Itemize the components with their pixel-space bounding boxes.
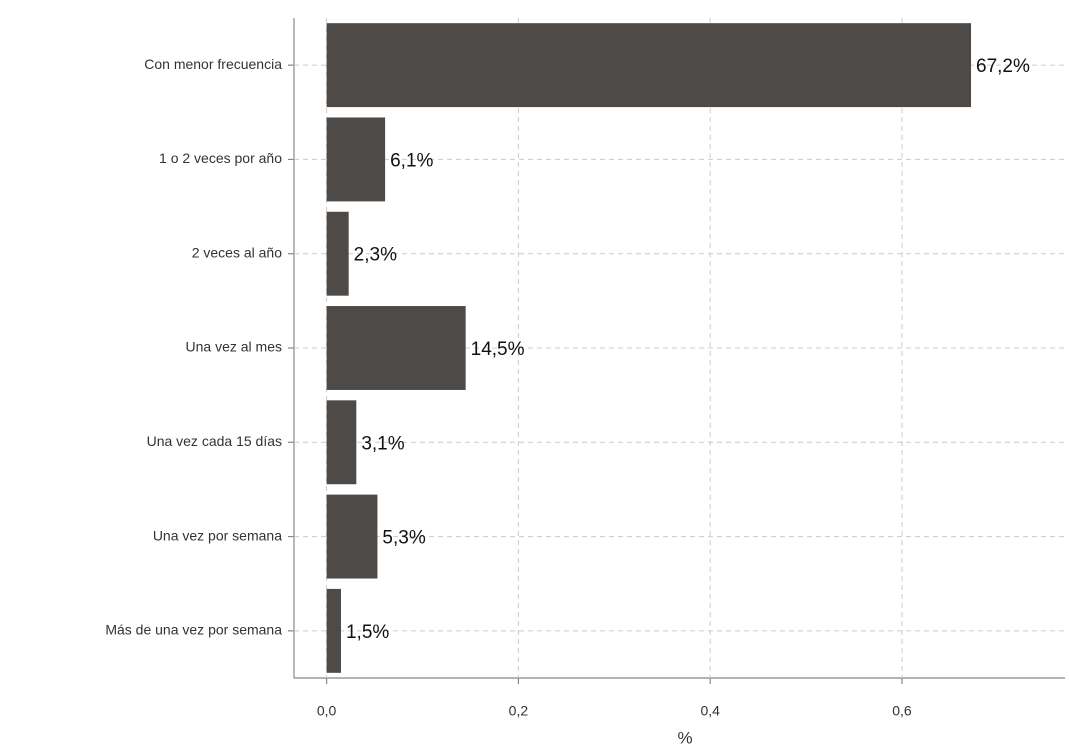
bar bbox=[326, 494, 378, 579]
bar bbox=[326, 117, 386, 202]
bar bbox=[326, 588, 341, 673]
value-label: 14,5% bbox=[471, 339, 525, 360]
x-tick-label: 0,0 bbox=[317, 703, 337, 719]
x-tick-label: 0,6 bbox=[892, 703, 912, 719]
bar bbox=[326, 23, 972, 108]
y-tick-label: Una vez por semana bbox=[153, 527, 282, 543]
bar bbox=[326, 211, 349, 296]
value-label: 1,5% bbox=[346, 622, 389, 643]
x-tick-label: 0,2 bbox=[509, 703, 529, 719]
value-label: 3,1% bbox=[361, 433, 404, 454]
value-label: 67,2% bbox=[976, 56, 1030, 77]
bar bbox=[326, 306, 466, 390]
value-label: 5,3% bbox=[382, 528, 425, 549]
y-tick-label: Con menor frecuencia bbox=[144, 56, 282, 72]
y-tick-label: Una vez al mes bbox=[186, 339, 282, 355]
x-tick-label: 0,4 bbox=[700, 703, 720, 719]
value-label: 2,3% bbox=[354, 245, 397, 266]
y-tick-label: Más de una vez por semana bbox=[105, 622, 282, 638]
value-label: 6,1% bbox=[390, 150, 433, 171]
y-tick-label: 2 veces al año bbox=[192, 244, 282, 260]
x-axis-label: % bbox=[677, 728, 692, 747]
y-tick-label: 1 o 2 veces por año bbox=[159, 150, 282, 166]
bar bbox=[326, 400, 357, 485]
y-tick-label: Una vez cada 15 días bbox=[147, 433, 282, 449]
